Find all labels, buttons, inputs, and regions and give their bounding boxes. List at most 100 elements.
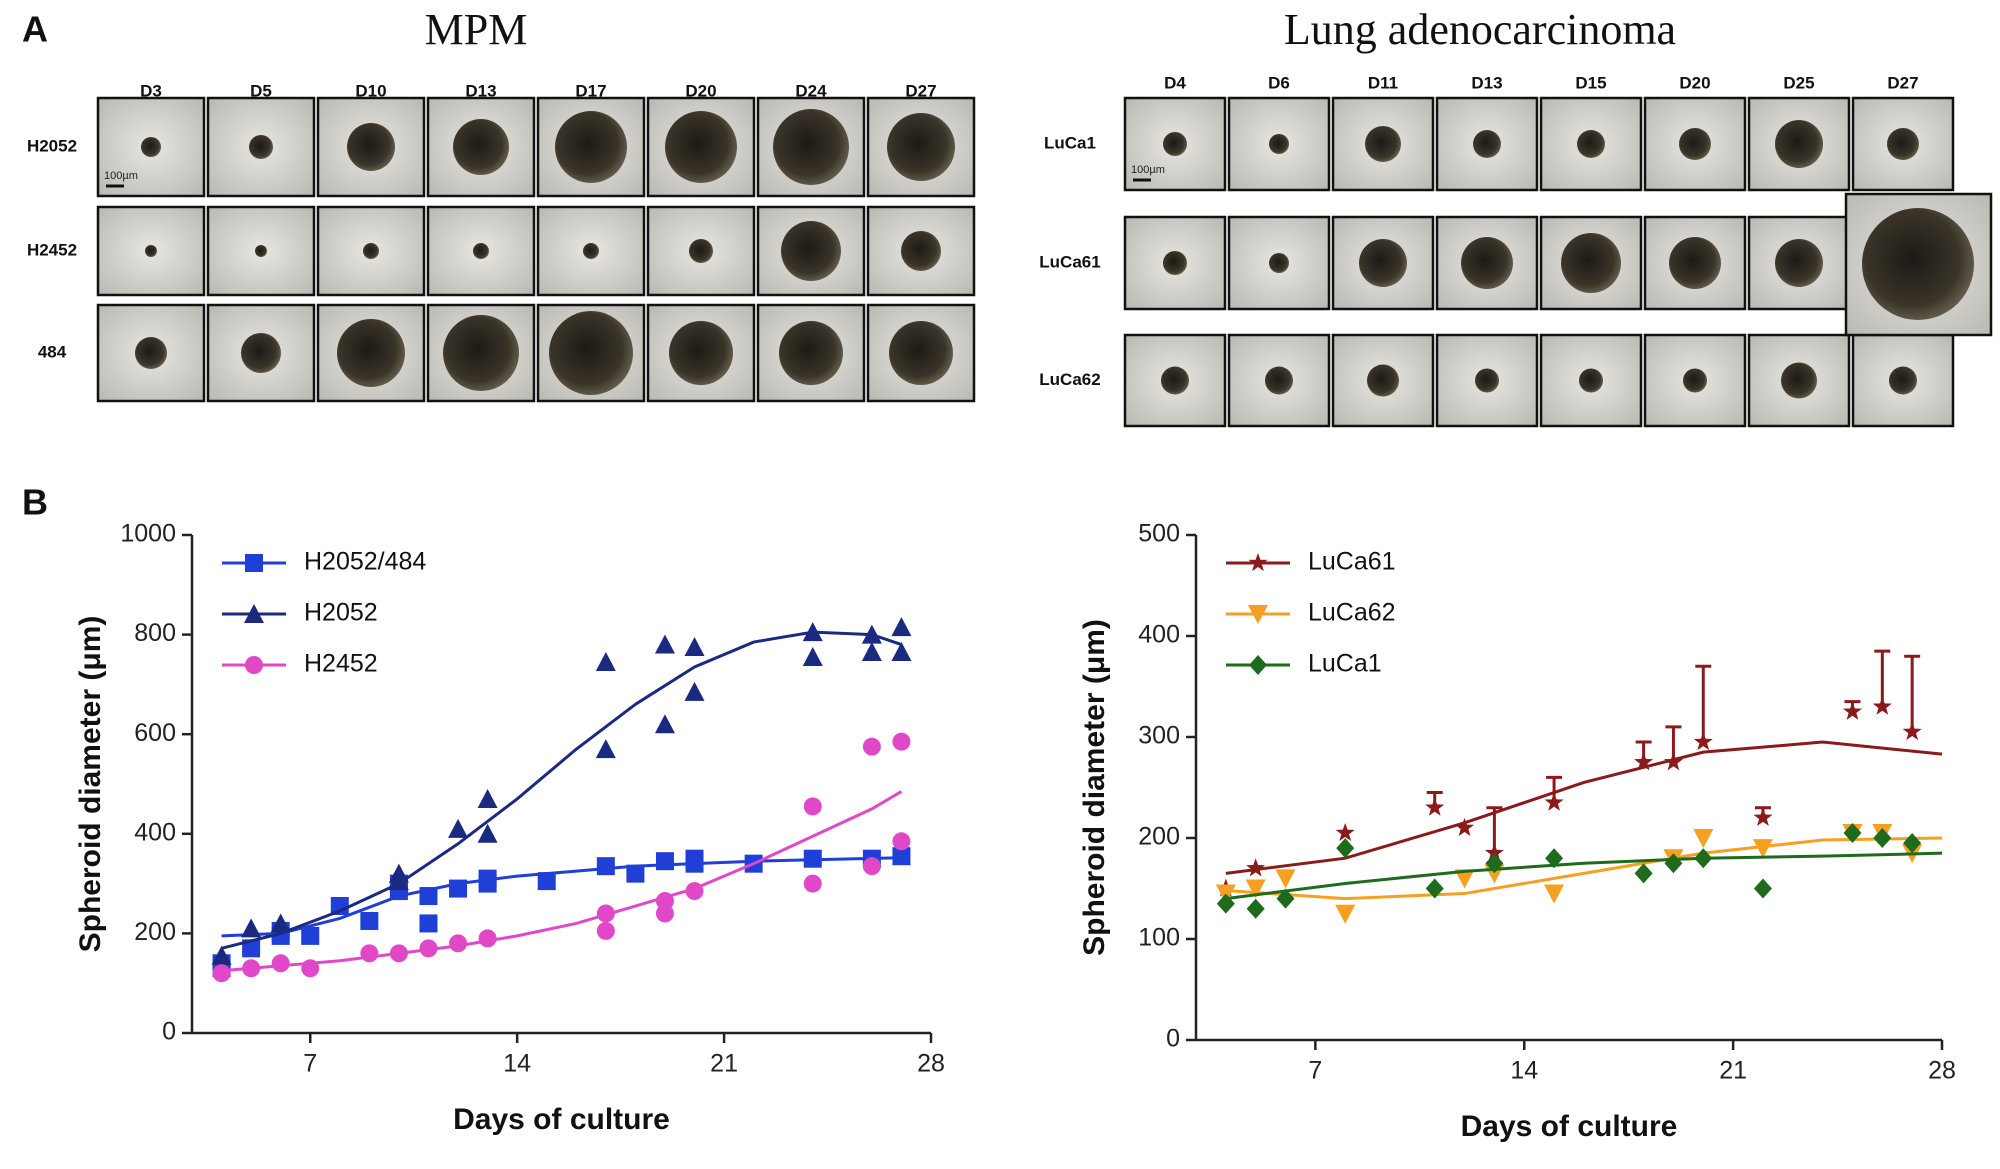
point (419, 887, 438, 906)
point (1693, 732, 1713, 751)
x-tick-label: 28 (917, 1050, 945, 1078)
point (862, 857, 881, 876)
point (1634, 752, 1654, 771)
spheroid (1269, 253, 1289, 273)
panel-label: A (22, 9, 48, 50)
point (596, 921, 615, 940)
group-title: MPM (425, 5, 528, 54)
point (242, 959, 261, 978)
column-label: D3 (140, 81, 162, 100)
column-label: D27 (1887, 73, 1918, 92)
row-label: 484 (38, 342, 67, 361)
fit-line (1225, 836, 1943, 901)
y-tick-label: 0 (1166, 1025, 1180, 1053)
spheroid (337, 319, 405, 387)
point (477, 823, 498, 843)
point (654, 714, 675, 734)
point (270, 913, 291, 933)
column-label: D15 (1575, 73, 1606, 92)
point (419, 914, 438, 933)
micrograph (206, 303, 316, 403)
spheroid (1365, 126, 1401, 162)
column-label: D25 (1783, 73, 1814, 92)
y-tick-label: 400 (134, 818, 176, 846)
point (211, 945, 232, 965)
point (1693, 829, 1714, 848)
fit-line (1225, 740, 1943, 875)
point (596, 857, 615, 876)
y-tick-label: 200 (1138, 823, 1180, 851)
spheroid (583, 243, 599, 259)
spheroid (1359, 239, 1407, 287)
y-tick-label: 1000 (120, 520, 176, 548)
spheroid (141, 137, 161, 157)
spheroid (1887, 128, 1919, 160)
spheroid (1577, 130, 1605, 158)
spheroid (669, 321, 733, 385)
point (1276, 888, 1295, 909)
point (892, 732, 911, 751)
spheroid (549, 311, 633, 395)
point (388, 871, 409, 891)
point (242, 939, 261, 958)
point (655, 892, 674, 911)
point (1425, 878, 1444, 899)
point (245, 656, 263, 674)
spheroid (665, 111, 737, 183)
spheroid (773, 109, 849, 185)
point (1248, 605, 1268, 624)
spheroid (901, 231, 941, 271)
point (1663, 752, 1683, 771)
spheroid (1683, 368, 1707, 393)
point (596, 904, 615, 923)
point (892, 832, 911, 851)
point (1245, 879, 1266, 899)
point (1753, 807, 1773, 826)
point (1752, 839, 1773, 859)
legend-label: H2052 (304, 599, 378, 627)
point (803, 874, 822, 893)
point (892, 847, 911, 866)
point (862, 737, 881, 756)
legend-label: H2452 (304, 650, 378, 678)
point (1544, 792, 1564, 811)
column-label: D27 (905, 81, 936, 100)
x-tick-label: 7 (1308, 1057, 1322, 1085)
point (595, 739, 616, 759)
spheroid (363, 243, 379, 259)
spheroid (1669, 237, 1721, 289)
point (1248, 553, 1268, 572)
point (449, 879, 468, 898)
x-tick-label: 28 (1928, 1057, 1956, 1085)
point (861, 642, 882, 662)
point (478, 869, 497, 888)
point (802, 647, 823, 667)
spheroid (347, 123, 395, 171)
spheroid (689, 239, 713, 263)
point (861, 624, 882, 644)
spheroid (1161, 366, 1189, 395)
spheroid (1475, 368, 1499, 393)
legend-label: LuCa1 (1308, 650, 1382, 678)
spheroid (241, 333, 281, 373)
point (802, 622, 823, 642)
point (1545, 848, 1564, 869)
spheroid (1473, 130, 1501, 158)
point (449, 934, 468, 953)
point (655, 904, 674, 923)
column-label: D10 (355, 81, 386, 100)
column-label: D20 (685, 81, 716, 100)
point (1249, 655, 1267, 675)
point (803, 797, 822, 816)
error-bar (1904, 654, 1921, 732)
y-tick-label: 300 (1138, 722, 1180, 750)
legend-label: LuCa61 (1308, 548, 1396, 576)
point (1902, 721, 1922, 741)
spheroid (887, 113, 955, 181)
spheroid (145, 245, 157, 257)
row-label: LuCa62 (1039, 370, 1100, 389)
point (1335, 822, 1355, 842)
micrograph (1123, 215, 1227, 311)
spheroid (1862, 208, 1974, 320)
